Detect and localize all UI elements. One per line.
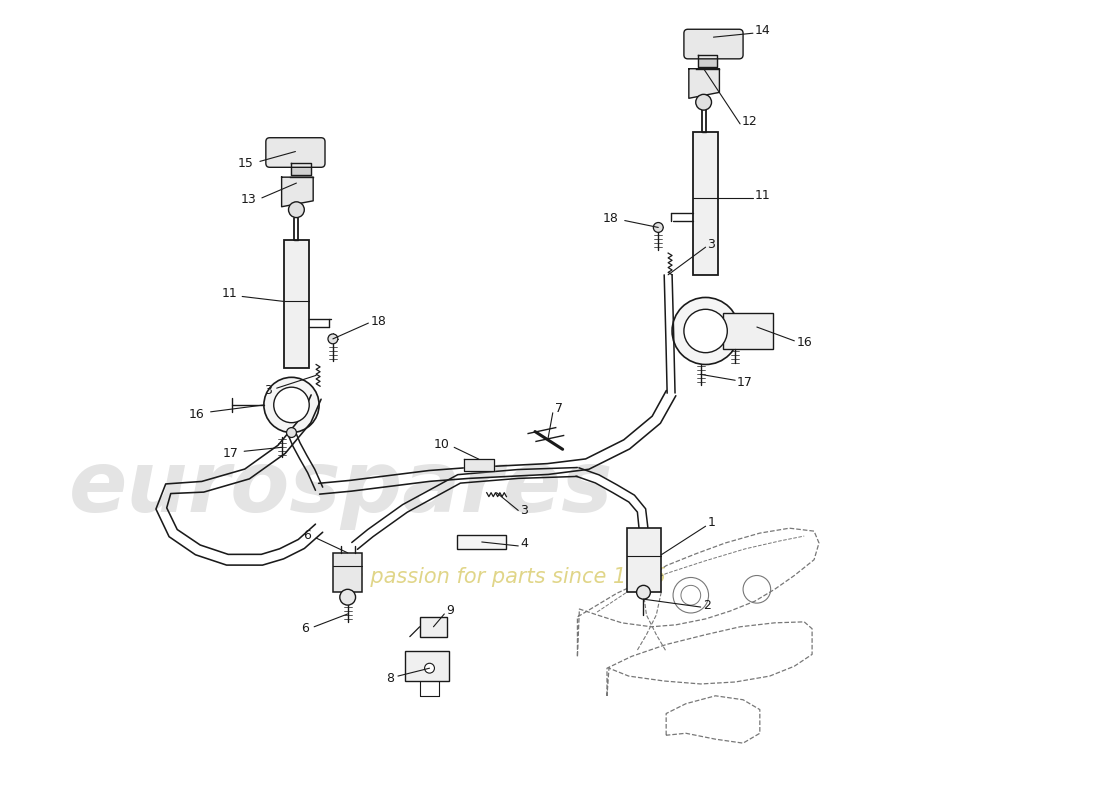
Text: 18: 18 xyxy=(603,212,619,225)
Text: 2: 2 xyxy=(703,598,711,611)
Text: 12: 12 xyxy=(742,115,758,129)
Text: 3: 3 xyxy=(707,238,715,250)
Text: 17: 17 xyxy=(737,376,754,389)
Circle shape xyxy=(695,94,712,110)
Circle shape xyxy=(672,298,739,365)
Circle shape xyxy=(340,590,355,605)
Bar xyxy=(627,528,661,592)
Bar xyxy=(420,617,448,637)
Bar xyxy=(284,240,309,369)
Bar xyxy=(405,651,449,681)
Text: 1: 1 xyxy=(707,516,715,529)
Circle shape xyxy=(637,586,650,599)
Text: 15: 15 xyxy=(238,157,254,170)
Circle shape xyxy=(264,378,319,433)
Circle shape xyxy=(288,202,305,218)
Text: 18: 18 xyxy=(371,314,386,328)
Polygon shape xyxy=(689,69,719,98)
Text: 4: 4 xyxy=(520,538,528,550)
Text: 10: 10 xyxy=(433,438,449,451)
Bar xyxy=(458,535,506,549)
Text: 13: 13 xyxy=(240,194,256,206)
Text: 11: 11 xyxy=(755,190,771,202)
Polygon shape xyxy=(282,177,314,206)
Circle shape xyxy=(653,222,663,232)
Text: 17: 17 xyxy=(222,446,239,460)
Text: 16: 16 xyxy=(796,336,812,350)
Text: 6: 6 xyxy=(304,529,311,542)
Bar xyxy=(724,314,772,349)
Text: 8: 8 xyxy=(386,671,394,685)
Circle shape xyxy=(684,310,727,353)
FancyBboxPatch shape xyxy=(266,138,324,167)
Text: 6: 6 xyxy=(301,622,309,635)
Bar xyxy=(333,553,363,592)
Text: 3: 3 xyxy=(264,384,272,397)
Text: 11: 11 xyxy=(221,287,238,300)
Polygon shape xyxy=(292,163,311,175)
Text: 14: 14 xyxy=(755,24,771,37)
Polygon shape xyxy=(697,55,717,66)
Text: 3: 3 xyxy=(520,504,528,517)
Circle shape xyxy=(274,387,309,422)
Text: a passion for parts since 1985: a passion for parts since 1985 xyxy=(351,567,666,587)
FancyBboxPatch shape xyxy=(684,30,744,59)
Text: eurospares: eurospares xyxy=(68,447,613,530)
Circle shape xyxy=(425,663,435,673)
Circle shape xyxy=(286,428,296,438)
Text: 16: 16 xyxy=(189,408,205,422)
Bar xyxy=(693,132,718,274)
Text: 7: 7 xyxy=(554,402,563,415)
Polygon shape xyxy=(464,459,494,471)
Circle shape xyxy=(328,334,338,344)
Text: 9: 9 xyxy=(447,603,454,617)
